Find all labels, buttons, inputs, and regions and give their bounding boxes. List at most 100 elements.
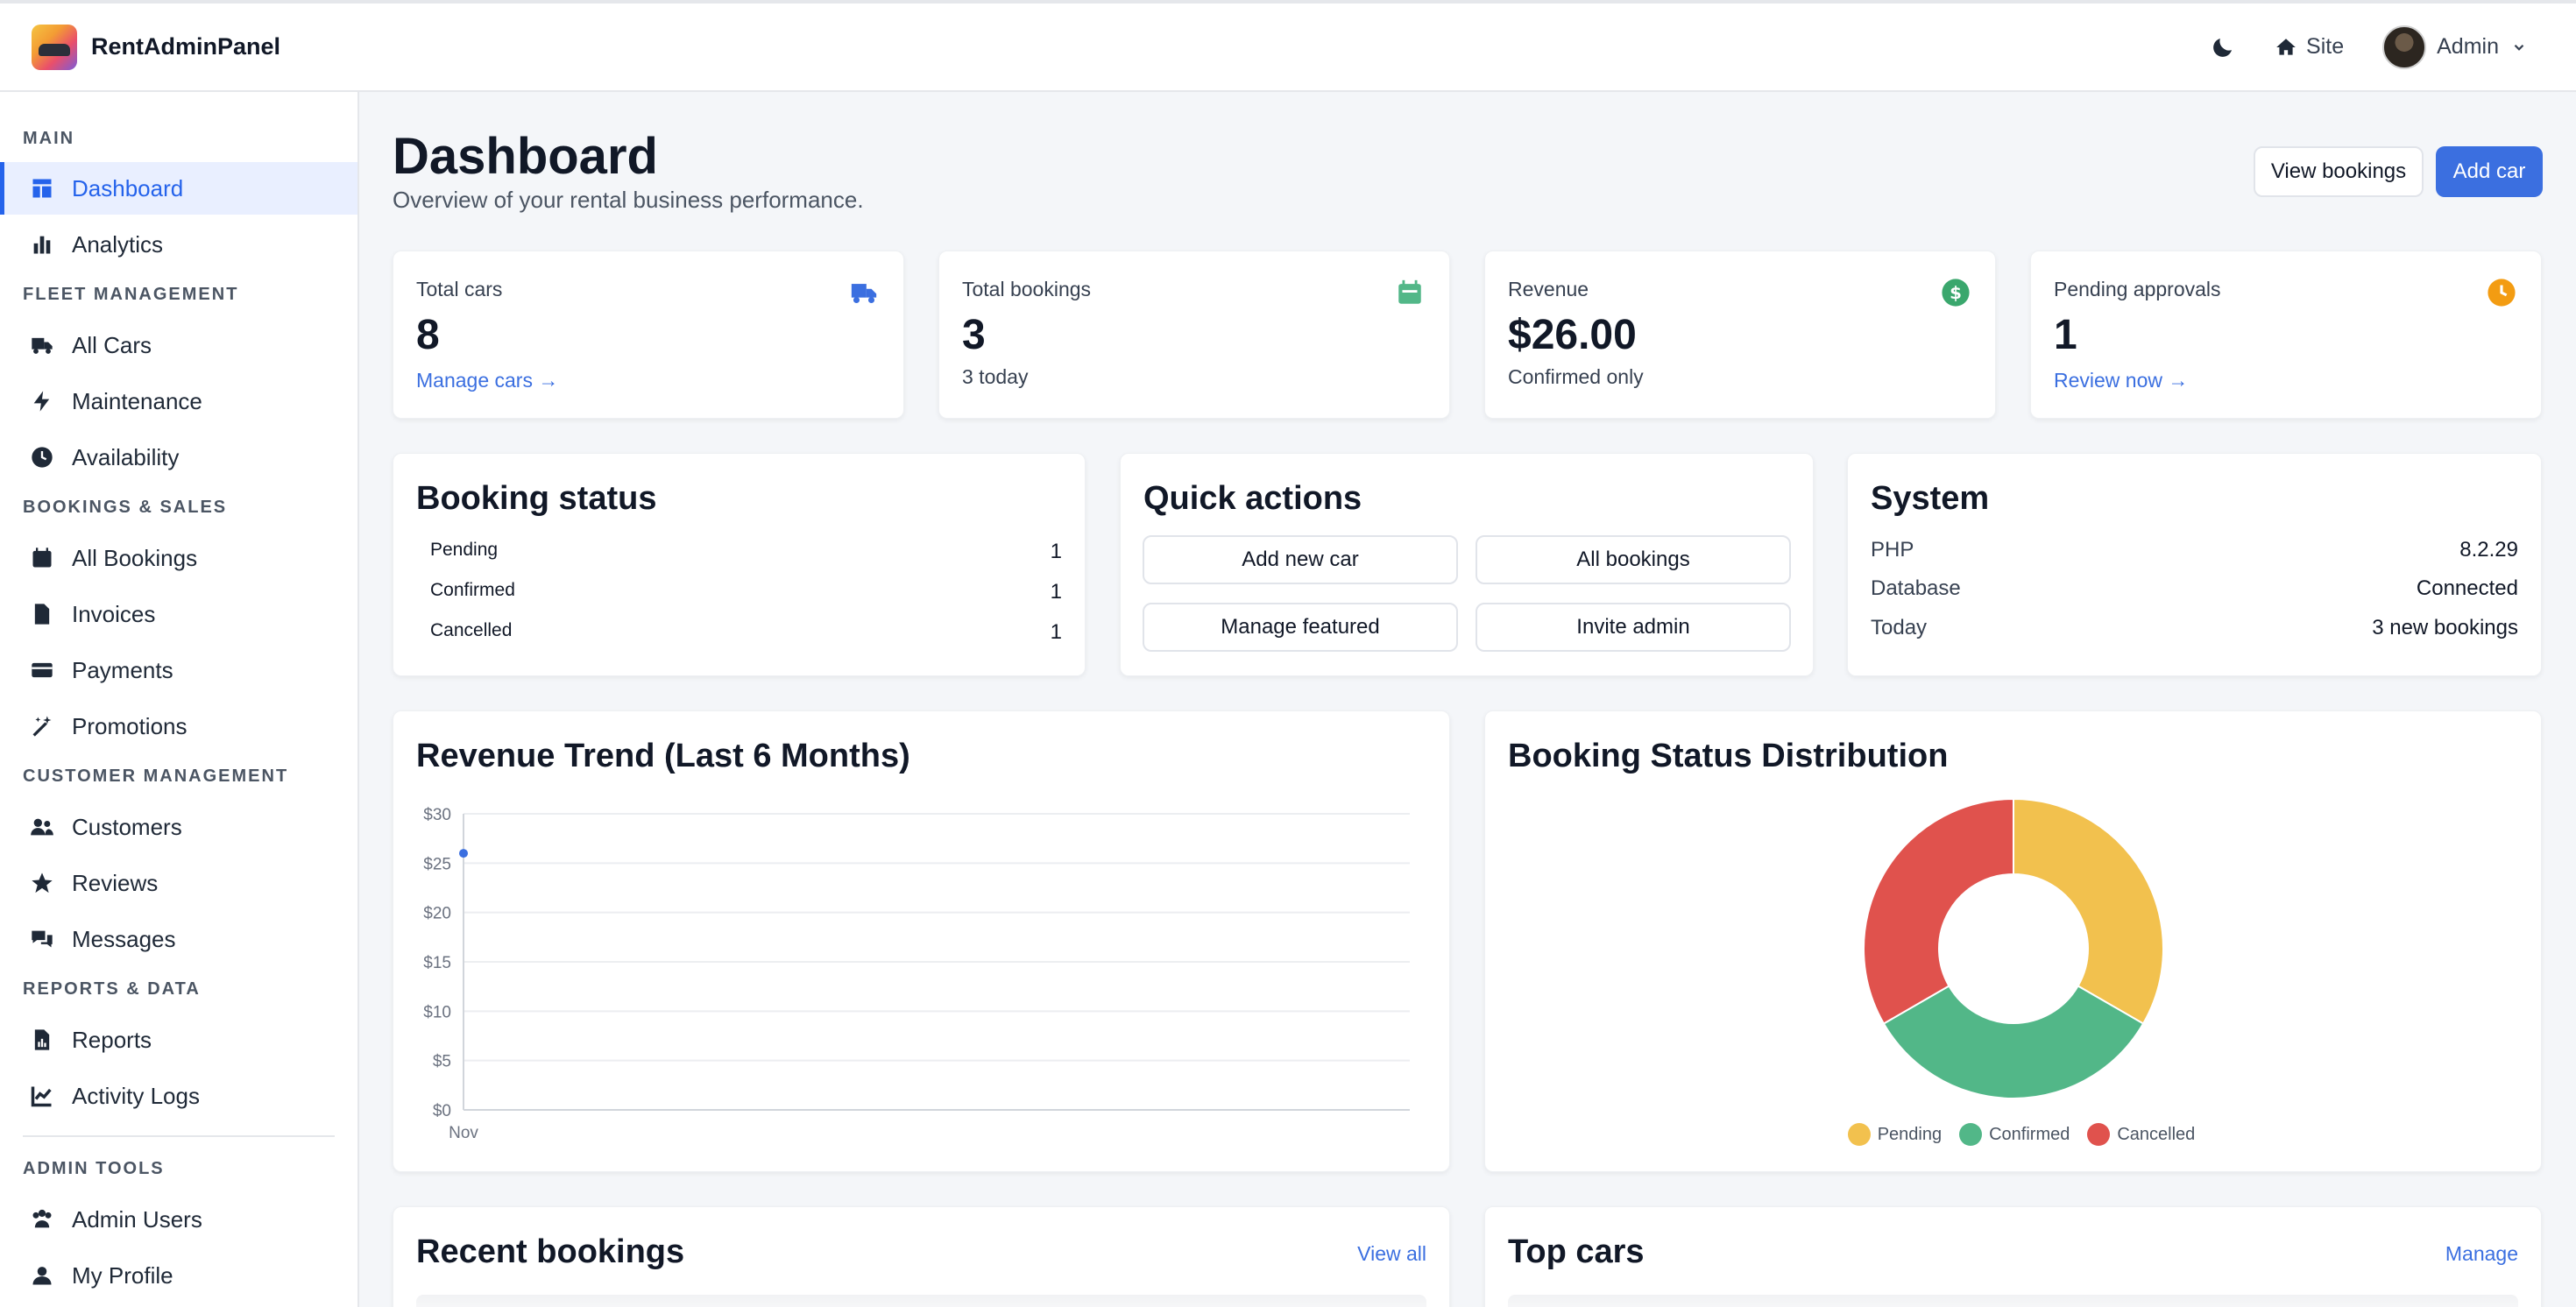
legend-swatch bbox=[1959, 1123, 1983, 1146]
system-row: PHP 8.2.29 bbox=[1871, 538, 2518, 562]
system-card: System PHP 8.2.29 Database Connected Tod… bbox=[1847, 453, 2542, 676]
system-value: 8.2.29 bbox=[2459, 538, 2518, 562]
add-car-button[interactable]: Add car bbox=[2436, 146, 2543, 197]
page-subtitle: Overview of your rental business perform… bbox=[393, 187, 864, 213]
sidebar-item-label: Availability bbox=[72, 443, 180, 470]
legend-item-cancelled[interactable]: Cancelled bbox=[2087, 1123, 2195, 1146]
system-label: Database bbox=[1871, 576, 1961, 600]
manage-featured-button[interactable]: Manage featured bbox=[1143, 603, 1458, 652]
view-all-link[interactable]: View all bbox=[1357, 1242, 1426, 1265]
chart-title: Booking Status Distribution bbox=[1508, 738, 1949, 774]
chart-legend: Pending Confirmed Cancelled bbox=[1485, 1123, 2558, 1146]
magic-wand-icon bbox=[32, 716, 52, 737]
bar-chart-icon bbox=[33, 236, 51, 254]
sidebar-item-promotions[interactable]: Promotions bbox=[0, 700, 357, 752]
y-tick-label: $25 bbox=[423, 855, 451, 873]
credit-card-icon bbox=[32, 662, 53, 678]
sidebar-item-availability[interactable]: Availability bbox=[0, 431, 357, 484]
y-tick-label: $5 bbox=[433, 1053, 451, 1071]
booking-status-card: Booking status Pending 1 Confirmed 1 Can… bbox=[393, 453, 1086, 676]
sidebar-item-activity-logs[interactable]: Activity Logs bbox=[0, 1070, 357, 1122]
booking-distribution-card: Booking Status Distribution Pending Confi… bbox=[1484, 710, 2542, 1172]
admin-menu[interactable]: Admin bbox=[2382, 25, 2527, 69]
view-bookings-button[interactable]: View bookings bbox=[2254, 146, 2424, 197]
legend-item-confirmed[interactable]: Confirmed bbox=[1959, 1123, 2070, 1146]
sidebar-item-invoices[interactable]: Invoices bbox=[0, 588, 357, 640]
clock-icon bbox=[32, 447, 53, 468]
file-chart-icon bbox=[34, 1029, 50, 1050]
review-now-link[interactable]: Review now → bbox=[2054, 369, 2189, 392]
sidebar-item-admin-users[interactable]: Admin Users bbox=[0, 1193, 357, 1246]
card-title: System bbox=[1871, 480, 1990, 517]
truck-icon bbox=[32, 337, 53, 354]
top-cars-card: Top cars Manage bbox=[1484, 1206, 2542, 1307]
quick-actions-card: Quick actions Add new car All bookings M… bbox=[1120, 453, 1814, 676]
all-bookings-button[interactable]: All bookings bbox=[1476, 535, 1791, 584]
status-label: Cancelled bbox=[430, 620, 513, 640]
sidebar-item-reviews[interactable]: Reviews bbox=[0, 857, 357, 909]
sidebar-item-label: Messages bbox=[72, 925, 176, 952]
stat-label: Revenue bbox=[1508, 278, 1589, 300]
sidebar-item-label: Activity Logs bbox=[72, 1082, 200, 1109]
x-tick-label: Nov bbox=[449, 1124, 478, 1142]
stat-note: 3 today bbox=[962, 365, 1029, 388]
status-label: Confirmed bbox=[430, 580, 515, 600]
sidebar-item-label: Payments bbox=[72, 656, 173, 683]
system-label: PHP bbox=[1871, 538, 1914, 562]
invite-admin-button[interactable]: Invite admin bbox=[1476, 603, 1791, 652]
stat-value: $26.00 bbox=[1508, 312, 1637, 358]
bolt-icon bbox=[33, 391, 50, 412]
sidebar-item-label: Maintenance bbox=[72, 387, 202, 414]
status-label: Pending bbox=[430, 540, 499, 560]
revenue-line-chart: $0 $5 $10 $15 $20 $25 $30 Nov bbox=[423, 806, 1410, 1142]
y-tick-label: $0 bbox=[433, 1102, 451, 1120]
site-link[interactable]: Site bbox=[2275, 34, 2344, 60]
stat-value: 3 bbox=[962, 312, 986, 358]
page-title: Dashboard bbox=[393, 128, 658, 185]
sidebar: MAIN Dashboard Analytics FLEET MANAGEMEN… bbox=[0, 92, 359, 1307]
file-icon bbox=[34, 604, 50, 625]
clock-icon bbox=[2488, 279, 2516, 307]
sidebar-item-payments[interactable]: Payments bbox=[0, 644, 357, 696]
add-new-car-button[interactable]: Add new car bbox=[1143, 535, 1458, 584]
section-label-admin: ADMIN TOOLS bbox=[23, 1159, 165, 1178]
dashboard-icon bbox=[32, 179, 52, 198]
sidebar-item-all-cars[interactable]: All Cars bbox=[0, 319, 357, 371]
sidebar-item-my-profile[interactable]: My Profile bbox=[0, 1249, 357, 1302]
section-label-fleet: FLEET MANAGEMENT bbox=[23, 285, 239, 304]
sidebar-item-all-bookings[interactable]: All Bookings bbox=[0, 532, 357, 584]
sidebar-item-customers[interactable]: Customers bbox=[0, 801, 357, 853]
sidebar-item-messages[interactable]: Messages bbox=[0, 913, 357, 965]
brand[interactable]: RentAdminPanel bbox=[32, 24, 281, 70]
calendar-icon bbox=[32, 548, 52, 568]
sidebar-item-maintenance[interactable]: Maintenance bbox=[0, 375, 357, 427]
revenue-trend-card: Revenue Trend (Last 6 Months) $0 $5 $10 $15… bbox=[393, 710, 1450, 1172]
section-label-bookings: BOOKINGS & SALES bbox=[23, 498, 228, 517]
stat-label: Total bookings bbox=[962, 278, 1092, 300]
sidebar-item-label: Dashboard bbox=[72, 174, 184, 201]
users-icon bbox=[31, 818, 53, 836]
sidebar-item-dashboard[interactable]: Dashboard bbox=[0, 162, 357, 215]
sidebar-item-analytics[interactable]: Analytics bbox=[0, 218, 357, 271]
pie-slice-pending bbox=[2013, 797, 2164, 1025]
recent-bookings-card: Recent bookings View all bbox=[393, 1206, 1450, 1307]
activity-chart-icon bbox=[31, 1086, 52, 1107]
avatar bbox=[2382, 25, 2427, 69]
sidebar-divider bbox=[23, 1135, 335, 1137]
site-label: Site bbox=[2306, 34, 2345, 59]
manage-cars-link[interactable]: Manage cars → bbox=[416, 369, 559, 392]
sidebar-item-reports[interactable]: Reports bbox=[0, 1014, 357, 1066]
legend-swatch bbox=[2087, 1123, 2111, 1146]
legend-item-pending[interactable]: Pending bbox=[1847, 1123, 1942, 1146]
status-row: Pending 1 bbox=[430, 540, 1062, 564]
status-row: Cancelled 1 bbox=[430, 620, 1062, 645]
sidebar-item-label: All Bookings bbox=[72, 544, 198, 571]
brand-name: RentAdminPanel bbox=[91, 33, 281, 60]
system-row: Today 3 new bookings bbox=[1871, 616, 2518, 640]
table-header bbox=[1508, 1295, 2518, 1307]
manage-link[interactable]: Manage bbox=[2445, 1242, 2518, 1265]
admin-label: Admin bbox=[2437, 34, 2499, 59]
moon-icon[interactable] bbox=[2210, 34, 2236, 60]
legend-swatch bbox=[1847, 1123, 1871, 1146]
section-label-reports: REPORTS & DATA bbox=[23, 979, 201, 999]
